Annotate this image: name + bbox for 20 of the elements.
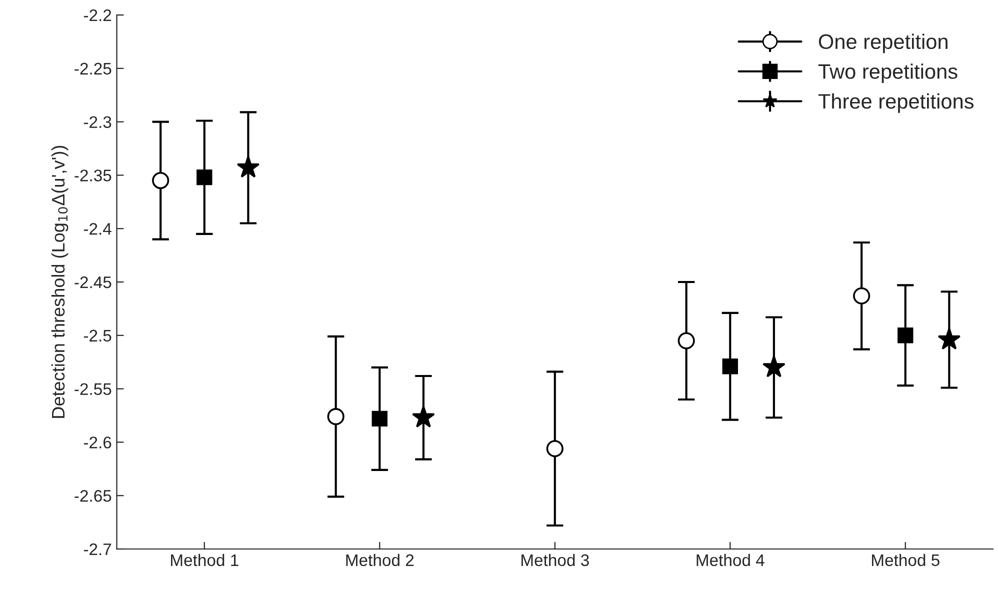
- y-axis-title: Detection threshold (Log$_{10}$Δ(u',v')): [51, 146, 68, 418]
- y-tick-label: -2.45: [74, 276, 112, 288]
- y-tick-label: -2.3: [84, 116, 112, 128]
- x-tick-label: Method 1: [171, 554, 238, 566]
- legend-label: Two repetitions: [818, 64, 958, 84]
- y-tick-label: -2.4: [84, 223, 112, 235]
- legend-label: Three repetitions: [818, 93, 974, 113]
- y-tick-label: -2.65: [74, 490, 112, 502]
- x-tick-label: Method 4: [696, 554, 764, 566]
- y-tick-label: -2.25: [74, 62, 112, 75]
- x-tick-label: Method 3: [522, 554, 589, 566]
- legend-label: One repetition: [818, 34, 948, 54]
- y-tick-label: -2.2: [84, 9, 112, 22]
- y-tick-label: -2.5: [84, 330, 112, 342]
- y-tick-label: -2.35: [74, 170, 112, 182]
- y-tick-label: -2.7: [84, 543, 112, 556]
- y-tick-label: -2.6: [84, 436, 112, 448]
- x-tick-label: Method 5: [872, 554, 940, 566]
- x-tick-label: Method 2: [346, 554, 414, 566]
- y-tick-label: -2.55: [74, 383, 112, 396]
